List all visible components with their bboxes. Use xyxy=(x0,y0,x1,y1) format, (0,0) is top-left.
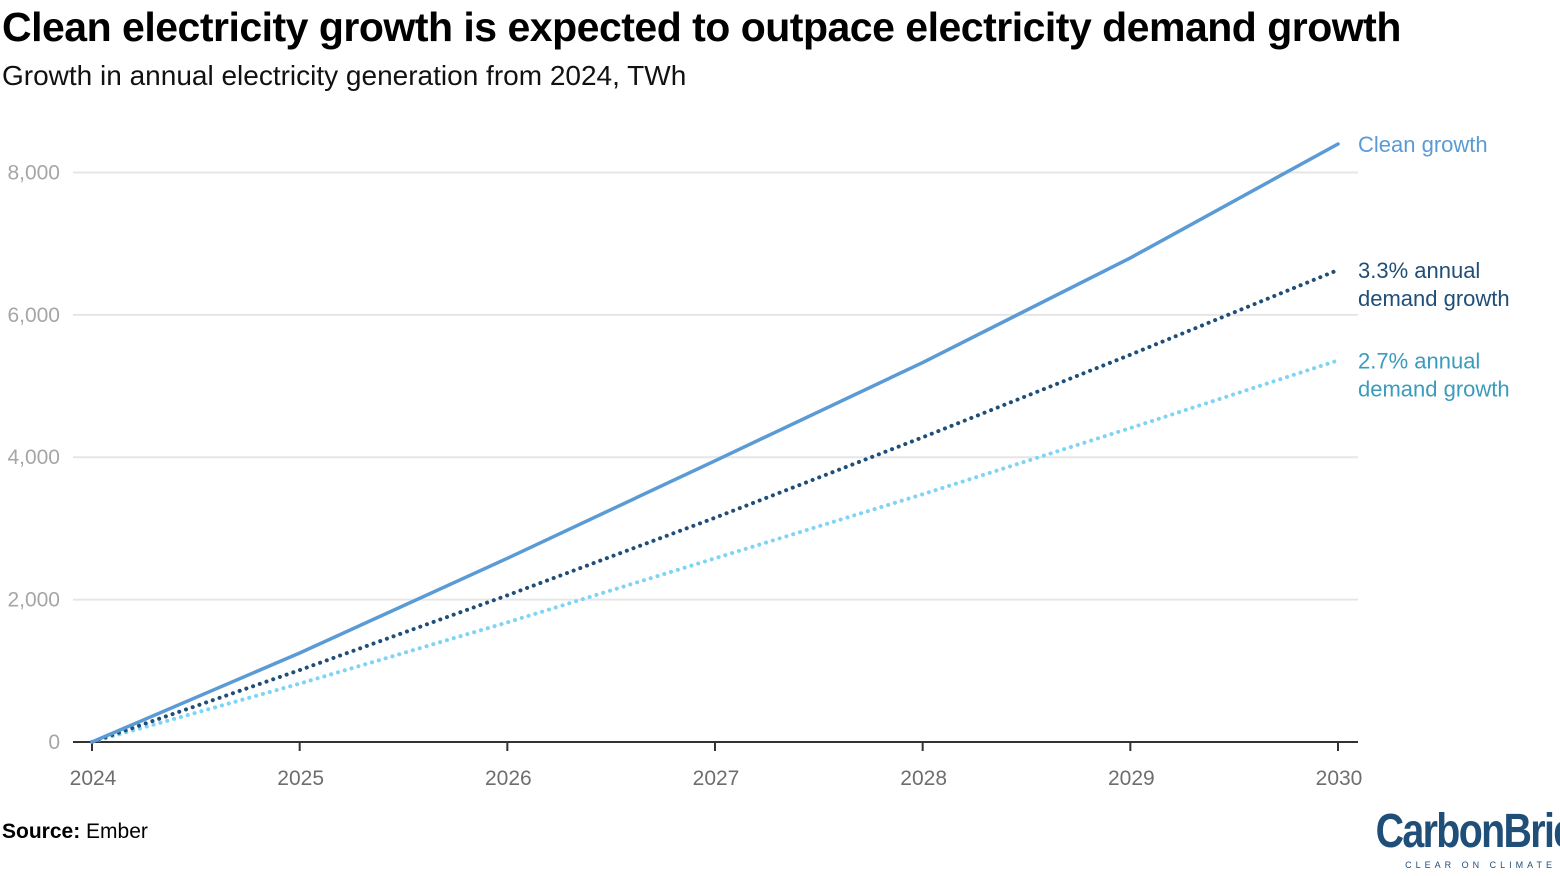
series-label-line: demand growth xyxy=(1358,286,1510,311)
y-tick-label: 2,000 xyxy=(7,589,60,612)
series-label-line: 2.7% annual xyxy=(1358,348,1480,373)
x-tick-label: 2028 xyxy=(900,767,947,790)
series-line-2 xyxy=(90,358,1340,744)
x-tick-label: 2026 xyxy=(485,767,532,790)
x-tick-label: 2025 xyxy=(277,767,324,790)
source-note: Source: Ember xyxy=(2,820,148,844)
series-label-line: 3.3% annual xyxy=(1358,258,1480,283)
series-label-line: demand growth xyxy=(1358,376,1510,401)
series-line-1 xyxy=(90,268,1340,744)
logo-wordmark: CarbonBrief xyxy=(1375,805,1560,858)
chart-title: Clean electricity growth is expected to … xyxy=(2,4,1401,50)
source-label: Source: xyxy=(2,820,81,843)
series-label: Clean growth xyxy=(1358,132,1488,157)
chart-subtitle: Growth in annual electricity generation … xyxy=(2,60,687,91)
x-axis: 2024 2025 2026 2027 2028 2029 2030 xyxy=(70,741,1363,790)
carbonbrief-logo: CarbonBrief CLEAR ON CLIMATE xyxy=(1336,805,1560,871)
y-tick-label: 0 xyxy=(48,731,60,754)
x-tick-label: 2029 xyxy=(1108,767,1155,790)
x-tick-label: 2030 xyxy=(1316,767,1363,790)
series-label-line: Clean growth xyxy=(1358,132,1488,157)
x-tick-label: 2024 xyxy=(70,767,117,790)
gridlines xyxy=(73,171,1358,601)
source-text: Ember xyxy=(86,820,148,843)
series-label: 3.3% annual demand growth xyxy=(1358,258,1510,311)
series-label: 2.7% annual demand growth xyxy=(1358,348,1510,401)
y-axis-ticks: 0 2,000 4,000 6,000 8,000 xyxy=(7,161,60,754)
series-lines xyxy=(90,142,1340,744)
y-tick-label: 8,000 xyxy=(7,161,60,184)
logo-tagline: CLEAR ON CLIMATE xyxy=(1405,860,1556,870)
y-tick-label: 6,000 xyxy=(7,304,60,327)
x-tick-label: 2027 xyxy=(693,767,740,790)
y-tick-label: 4,000 xyxy=(7,446,60,469)
series-line-0 xyxy=(90,142,1340,744)
